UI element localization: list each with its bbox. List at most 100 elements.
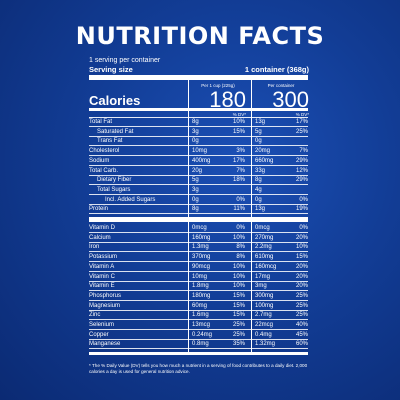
col1-amount: 400mg bbox=[192, 157, 211, 164]
footnote: * The % Daily Value (DV) tells you how m… bbox=[89, 363, 308, 374]
col1-amount: 20g bbox=[192, 167, 203, 174]
calories-label: Calories bbox=[89, 93, 141, 108]
row-divider bbox=[89, 126, 308, 127]
col2-amount: 5g bbox=[255, 128, 262, 135]
table-row: Manganese 0.8mg 35% 1.32mg 60% bbox=[89, 340, 308, 350]
col2-percent: 25% bbox=[295, 128, 308, 135]
col1-amount: 180mg bbox=[192, 292, 211, 299]
col2-percent: 17% bbox=[295, 119, 308, 125]
col2-amount: 300mg bbox=[255, 292, 274, 299]
col1-amount: 3g bbox=[192, 128, 199, 135]
col1-percent: 10% bbox=[232, 273, 245, 280]
table-row: Vitamin D 0mcg 0% 0mcg 0% bbox=[89, 224, 308, 233]
table-row: Protein 8g 11% 13g 19% bbox=[89, 205, 308, 215]
col2-percent: 12% bbox=[295, 167, 308, 174]
col1-percent: 8% bbox=[236, 244, 245, 251]
col1-percent: 10% bbox=[232, 234, 245, 241]
serving-size-label: Serving size bbox=[89, 65, 133, 74]
col1-amount: 0g bbox=[192, 138, 199, 145]
col2-amount: 13g bbox=[255, 206, 266, 213]
row-divider bbox=[89, 319, 308, 321]
nutrient-label: Manganese bbox=[89, 341, 121, 348]
col2-amount: 0.4mg bbox=[255, 331, 272, 338]
nutrient-label: Vitamin E bbox=[89, 283, 115, 290]
col1-percent: 15% bbox=[232, 292, 245, 299]
table-row: Calcium 160mg 10% 270mg 20% bbox=[89, 234, 308, 243]
top-thick-bar bbox=[89, 75, 308, 80]
col1-percent: 15% bbox=[232, 312, 245, 319]
nutrient-label: Dietary Fiber bbox=[97, 177, 132, 184]
nutrient-label: Saturated Fat bbox=[97, 128, 134, 135]
col1-percent: 0% bbox=[236, 196, 245, 203]
row-divider bbox=[89, 203, 308, 205]
table-row: Cholesterol 10mg 3% 20mg 7% bbox=[89, 147, 308, 157]
table-row: Selenium 13mcg 25% 22mcg 40% bbox=[89, 321, 308, 330]
col2-percent: 15% bbox=[295, 254, 308, 261]
row-divider bbox=[89, 184, 308, 186]
col1-percent: 15% bbox=[232, 302, 245, 309]
col1-calories: 180 bbox=[209, 87, 246, 112]
calories-bar bbox=[89, 108, 308, 111]
col2-amount: 13g bbox=[255, 119, 266, 125]
serving-size-value: 1 container (368g) bbox=[244, 65, 309, 74]
protein-bar bbox=[89, 217, 308, 222]
row-divider bbox=[89, 251, 308, 253]
col2-amount: 0g bbox=[255, 196, 262, 203]
col1-amount: 3g bbox=[192, 186, 199, 193]
col2-percent: 20% bbox=[295, 263, 308, 270]
col1-amount: 60mg bbox=[192, 302, 208, 309]
col1-percent: 11% bbox=[233, 206, 245, 213]
col2-percent: 7% bbox=[299, 148, 308, 155]
col1-amount: 8g bbox=[192, 119, 199, 125]
col1-percent: 10% bbox=[232, 119, 245, 125]
row-divider bbox=[89, 135, 308, 137]
row-divider bbox=[89, 309, 308, 311]
table-row: Vitamin A 90mcg 10% 160mcg 20% bbox=[89, 263, 308, 272]
col1-header: Per 1 cup (225g) bbox=[201, 83, 235, 88]
table-row: Total Sugars 3g 4g bbox=[89, 186, 308, 195]
nutrient-label: Copper bbox=[89, 331, 109, 338]
col1-amount: 160mg bbox=[192, 234, 211, 241]
col2-percent: 45% bbox=[295, 331, 308, 338]
col2-amount: 20mg bbox=[255, 148, 271, 155]
servings-per-container: 1 serving per container bbox=[89, 57, 161, 64]
col2-percent: 19% bbox=[295, 206, 308, 213]
row-divider bbox=[89, 164, 308, 166]
col2-amount: 17mg bbox=[255, 273, 271, 280]
table-row: Vitamin C 10mg 10% 17mg 20% bbox=[89, 273, 308, 282]
col2-percent: 29% bbox=[295, 177, 308, 184]
col2-amount: 660mg bbox=[255, 157, 274, 164]
col2-percent: 25% bbox=[295, 292, 308, 299]
row-divider bbox=[89, 290, 308, 292]
row-divider bbox=[89, 280, 308, 282]
col1-amount: 1.6mg bbox=[192, 312, 209, 319]
col1-amount: 0.8mg bbox=[192, 341, 209, 348]
nutrient-label: Trans Fat bbox=[97, 138, 123, 145]
col1-amount: 0g bbox=[192, 196, 199, 203]
col2-amount: 160mcg bbox=[255, 263, 277, 270]
row-divider bbox=[89, 174, 308, 176]
col1-percent: 25% bbox=[232, 331, 245, 338]
nutrient-label: Potassium bbox=[89, 254, 118, 261]
table-row: Total Carb. 20g 7% 33g 12% bbox=[89, 167, 308, 176]
col1-percent: 8% bbox=[236, 254, 245, 261]
row-divider bbox=[89, 213, 308, 215]
col1-percent: 35% bbox=[232, 341, 245, 348]
col1-percent: 0% bbox=[236, 225, 245, 231]
col2-percent: 25% bbox=[295, 312, 308, 319]
col1-amount: 0.24mg bbox=[192, 331, 213, 338]
col1-percent: 18% bbox=[232, 177, 245, 184]
col2-percent: 60% bbox=[295, 341, 308, 348]
col1-amount: 90mcg bbox=[192, 263, 211, 270]
nutrient-label: Calcium bbox=[89, 234, 111, 241]
col2-percent: 0% bbox=[299, 225, 308, 231]
col2-amount: 2.2mg bbox=[255, 244, 272, 251]
col2-percent: 25% bbox=[295, 302, 308, 309]
col1-dv-header: % DV* bbox=[232, 112, 246, 117]
col1-percent: 7% bbox=[236, 167, 245, 174]
nutrient-label: Vitamin C bbox=[89, 273, 115, 280]
col2-header: Per container bbox=[267, 83, 295, 88]
col2-percent: 20% bbox=[295, 234, 308, 241]
table-row: Sodium 400mg 17% 660mg 29% bbox=[89, 157, 308, 166]
col2-amount: 2.7mg bbox=[255, 312, 272, 319]
